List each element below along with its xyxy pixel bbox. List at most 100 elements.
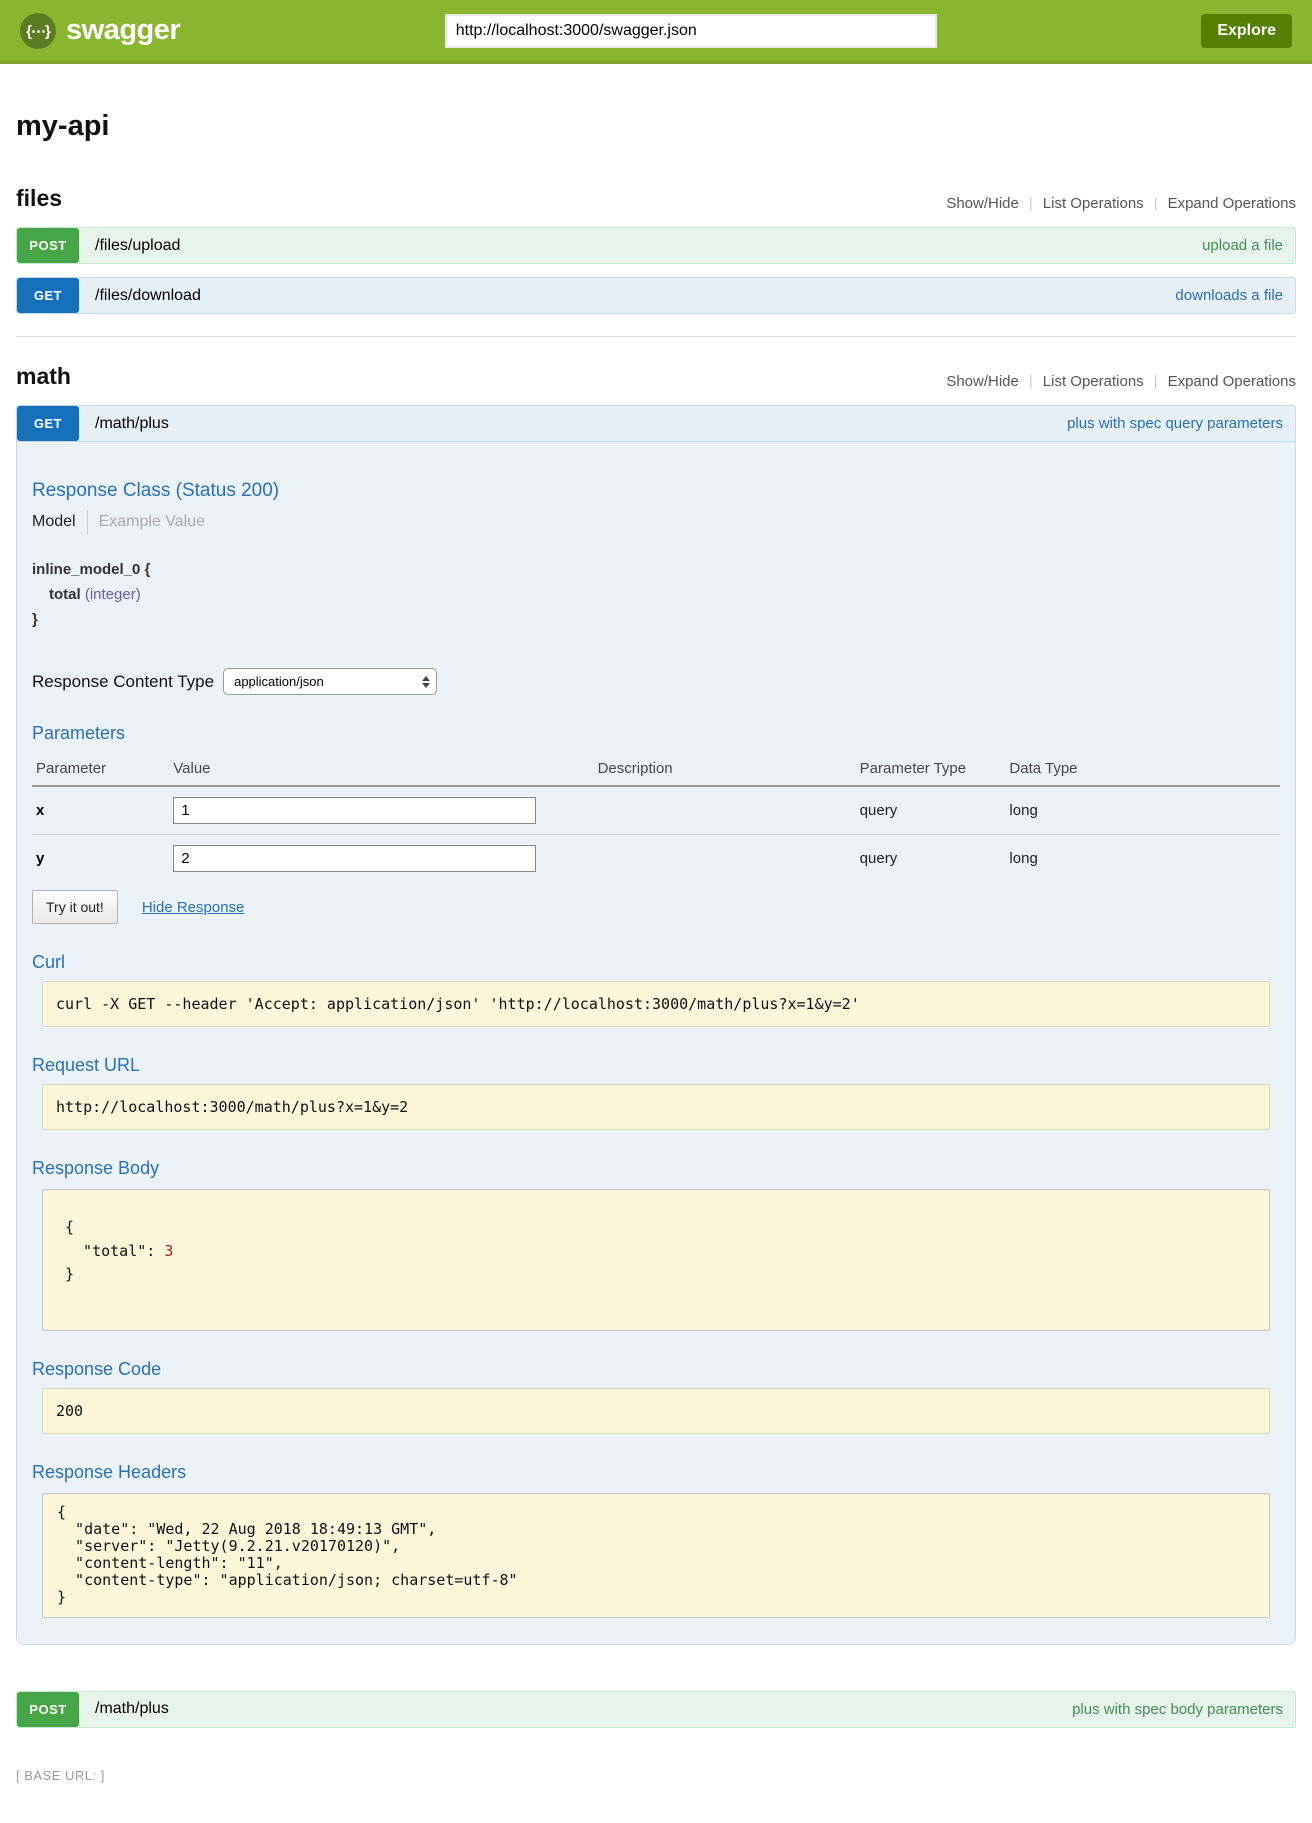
model-open-brace: inline_model_0 { xyxy=(32,561,151,578)
parameters-heading: Parameters xyxy=(32,723,126,744)
response-content-type-row: Response Content Type application/json xyxy=(32,668,1280,696)
parameter-description xyxy=(593,786,856,836)
curl-command-box: curl -X GET --header 'Accept: applicatio… xyxy=(42,981,1270,1028)
response-body-key: "total": xyxy=(65,1241,165,1260)
response-headers-line: "date": "Wed, 22 Aug 2018 18:49:13 GMT", xyxy=(57,1520,437,1539)
parameter-name: x xyxy=(32,786,170,836)
request-url-box: http://localhost:3000/math/plus?x=1&y=2 xyxy=(42,1084,1270,1131)
operation-path-link[interactable]: /files/upload xyxy=(95,236,181,254)
response-body-open: { xyxy=(65,1218,75,1237)
model-property-type: (integer) xyxy=(84,585,141,603)
divider: | xyxy=(1028,195,1033,212)
post-method-badge: POST xyxy=(17,228,79,263)
files-show-hide-link[interactable]: Show/Hide xyxy=(946,195,1019,212)
response-code-heading: Response Code xyxy=(32,1359,162,1379)
operation-path-link[interactable]: /math/plus xyxy=(95,414,169,432)
model-property: total (integer) xyxy=(32,583,1280,608)
spec-url-input[interactable] xyxy=(444,13,937,48)
operation-path-link[interactable]: /files/download xyxy=(95,286,201,304)
get-method-badge: GET xyxy=(17,406,79,441)
parameters-table: Parameter Value Description Parameter Ty… xyxy=(32,752,1280,882)
parameter-type: query xyxy=(859,850,898,868)
post-method-badge: POST xyxy=(17,1691,79,1727)
response-headers-line: "content-length": "11", xyxy=(57,1554,283,1573)
top-header-bar: {⋯} swagger Explore xyxy=(0,0,1312,64)
response-headers-box: { "date": "Wed, 22 Aug 2018 18:49:13 GMT… xyxy=(42,1493,1270,1618)
try-row: Try it out! Hide Response xyxy=(32,890,1280,925)
model-property-name: total xyxy=(49,585,81,603)
math-list-operations-link[interactable]: List Operations xyxy=(1042,373,1144,390)
model-close-brace: } xyxy=(32,610,38,628)
parameter-description xyxy=(594,835,856,883)
curl-heading: Curl xyxy=(32,952,66,973)
operation-row-get-files-download[interactable]: GET /files/download downloads a file xyxy=(16,277,1296,314)
operation-summary-link[interactable]: downloads a file xyxy=(1175,287,1283,304)
col-description: Description xyxy=(593,752,856,788)
response-headers-line: "content-type": "application/json; chars… xyxy=(57,1571,518,1590)
col-parameter: Parameter xyxy=(32,752,170,788)
response-content-type-select[interactable]: application/json xyxy=(223,668,438,696)
parameter-data-type: long xyxy=(1009,850,1038,868)
operation-row-post-math-plus[interactable]: POST /math/plus plus with spec body para… xyxy=(16,1690,1296,1728)
math-show-hide-link[interactable]: Show/Hide xyxy=(946,373,1019,390)
base-url-footer: [ BASE URL: ] xyxy=(16,1767,105,1783)
operation-path-link[interactable]: /math/plus xyxy=(95,1700,169,1718)
math-section-header: math Show/Hide | List Operations | Expan… xyxy=(16,363,1296,390)
divider: | xyxy=(1153,373,1158,390)
math-section-controls: Show/Hide | List Operations | Expand Ope… xyxy=(946,373,1296,390)
parameter-name: y xyxy=(36,850,45,868)
response-body-heading: Response Body xyxy=(32,1158,160,1179)
swagger-logo-icon: {⋯} xyxy=(20,12,56,49)
tab-example-value[interactable]: Example Value xyxy=(98,513,206,530)
files-section-controls: Show/Hide | List Operations | Expand Ope… xyxy=(946,195,1296,212)
response-body-value: 3 xyxy=(164,1241,174,1260)
operation-summary-link[interactable]: plus with spec body parameters xyxy=(1072,1700,1283,1718)
api-title: my-api xyxy=(16,110,110,142)
response-body-box: { "total": 3 } xyxy=(42,1189,1270,1331)
parameter-x-input[interactable] xyxy=(173,797,537,825)
operation-row-get-math-plus[interactable]: GET /math/plus plus with spec query para… xyxy=(16,405,1296,442)
col-data-type: Data Type xyxy=(1005,752,1280,788)
col-value: Value xyxy=(169,752,594,788)
tab-model[interactable]: Model xyxy=(32,513,76,530)
spec-url-wrap xyxy=(180,13,1201,48)
response-class-heading: Response Class (Status 200) xyxy=(32,480,280,501)
parameter-y-input[interactable] xyxy=(173,845,537,873)
parameter-row-x: x query long xyxy=(32,786,1280,836)
response-headers-line: { xyxy=(57,1503,67,1521)
files-list-operations-link[interactable]: List Operations xyxy=(1042,195,1144,212)
request-url-heading: Request URL xyxy=(32,1055,141,1076)
section-divider xyxy=(16,336,1296,337)
page-body: my-api files Show/Hide | List Operations… xyxy=(0,110,1312,1823)
brand-name: swagger xyxy=(66,14,181,46)
operation-row-post-files-upload[interactable]: POST /files/upload upload a file xyxy=(16,227,1296,264)
parameters-header-row: Parameter Value Description Parameter Ty… xyxy=(32,752,1280,788)
hide-response-link[interactable]: Hide Response xyxy=(141,898,245,916)
response-headers-line: "server": "Jetty(9.2.21.v20170120)", xyxy=(57,1537,401,1556)
files-expand-operations-link[interactable]: Expand Operations xyxy=(1167,195,1296,212)
response-code-box: 200 xyxy=(42,1388,1270,1434)
parameter-row-y: y query long xyxy=(32,835,1280,883)
try-it-out-button[interactable]: Try it out! xyxy=(32,890,118,925)
math-section-title: math xyxy=(16,363,71,389)
tab-divider xyxy=(86,510,88,534)
math-expand-operations-link[interactable]: Expand Operations xyxy=(1167,373,1296,390)
get-method-badge: GET xyxy=(17,278,79,313)
response-body-total-line: "total": 3 xyxy=(65,1240,1247,1263)
swagger-brand-link[interactable]: {⋯} swagger xyxy=(20,12,181,49)
response-headers-line: } xyxy=(57,1588,67,1607)
response-content-type-label: Response Content Type xyxy=(32,671,215,691)
files-section-title: files xyxy=(16,185,63,211)
operation-summary-link[interactable]: upload a file xyxy=(1202,237,1283,254)
explore-button[interactable]: Explore xyxy=(1201,13,1292,48)
up-down-arrows-icon xyxy=(422,675,431,688)
parameter-data-type: long xyxy=(1005,786,1280,836)
get-math-plus-expanded-panel: Response Class (Status 200) Model Exampl… xyxy=(16,442,1296,1645)
divider: | xyxy=(1028,373,1033,390)
response-headers-heading: Response Headers xyxy=(32,1462,187,1482)
model-signature: inline_model_0 { total (integer) } xyxy=(32,558,1280,632)
divider: | xyxy=(1153,195,1158,212)
operation-summary-link[interactable]: plus with spec query parameters xyxy=(1067,415,1283,432)
files-section-header: files Show/Hide | List Operations | Expa… xyxy=(16,185,1296,212)
model-tabs: Model Example Value xyxy=(32,510,1280,534)
